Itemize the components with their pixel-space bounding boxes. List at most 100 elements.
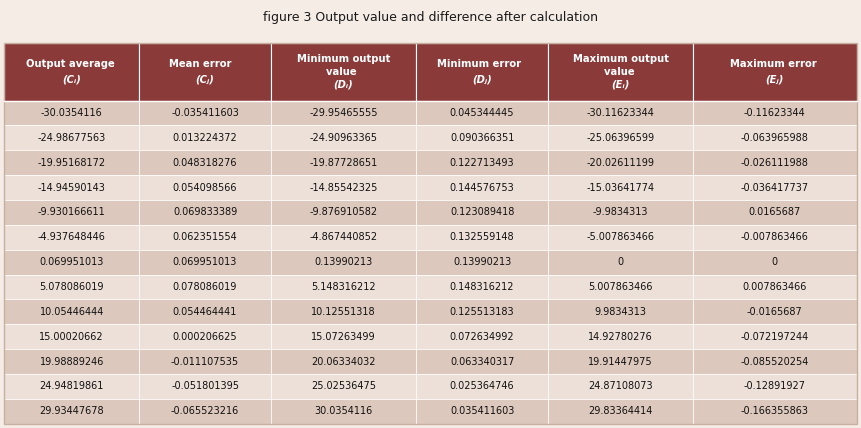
Text: 5.007863466: 5.007863466 <box>588 282 653 292</box>
Bar <box>271 374 416 399</box>
Bar <box>416 374 548 399</box>
Text: -15.03641774: -15.03641774 <box>586 183 654 193</box>
Bar <box>548 101 693 125</box>
Bar <box>416 300 548 324</box>
Bar <box>139 275 271 300</box>
Bar <box>139 300 271 324</box>
Text: 29.93447678: 29.93447678 <box>40 406 104 416</box>
Text: Output average: Output average <box>26 59 118 69</box>
Text: (Cᵢ): (Cᵢ) <box>62 74 81 84</box>
Text: 0.054098566: 0.054098566 <box>173 183 238 193</box>
Text: 5.148316212: 5.148316212 <box>311 282 376 292</box>
Bar <box>271 349 416 374</box>
Text: 24.94819861: 24.94819861 <box>40 381 104 392</box>
Bar <box>4 275 139 300</box>
Text: Minimum output: Minimum output <box>297 54 390 64</box>
Text: 0.0165687: 0.0165687 <box>749 208 801 217</box>
Text: -14.85542325: -14.85542325 <box>309 183 378 193</box>
Text: (Dᵢ): (Dᵢ) <box>334 80 353 89</box>
Text: -19.95168172: -19.95168172 <box>38 158 106 168</box>
Text: 19.98889246: 19.98889246 <box>40 357 104 366</box>
Bar <box>416 399 548 424</box>
Text: -5.007863466: -5.007863466 <box>586 232 654 242</box>
Bar <box>139 324 271 349</box>
Text: 0.144576753: 0.144576753 <box>449 183 514 193</box>
Text: 29.83364414: 29.83364414 <box>588 406 653 416</box>
Text: -0.026111988: -0.026111988 <box>741 158 808 168</box>
Bar <box>139 175 271 200</box>
Bar <box>548 275 693 300</box>
Bar <box>416 200 548 225</box>
Text: 0.122713493: 0.122713493 <box>449 158 514 168</box>
Bar <box>416 125 548 150</box>
Text: figure 3 Output value and difference after calculation: figure 3 Output value and difference aft… <box>263 11 598 24</box>
Text: value: value <box>604 67 638 77</box>
Text: -0.0165687: -0.0165687 <box>747 307 802 317</box>
Bar <box>416 324 548 349</box>
Bar <box>548 150 693 175</box>
Text: 0.123089418: 0.123089418 <box>450 208 514 217</box>
Bar <box>693 349 857 374</box>
Text: -0.035411603: -0.035411603 <box>171 108 239 118</box>
Text: 10.12551318: 10.12551318 <box>311 307 376 317</box>
Bar <box>271 101 416 125</box>
Bar <box>139 200 271 225</box>
Text: 25.02536475: 25.02536475 <box>311 381 376 392</box>
Bar <box>548 399 693 424</box>
Text: -14.94590143: -14.94590143 <box>38 183 106 193</box>
Text: 0.069951013: 0.069951013 <box>173 257 238 267</box>
Text: 10.05446444: 10.05446444 <box>40 307 104 317</box>
Text: -30.11623344: -30.11623344 <box>586 108 654 118</box>
Text: (Cⱼ): (Cⱼ) <box>195 74 214 84</box>
Text: Maximum error: Maximum error <box>730 59 820 69</box>
Text: 0.045344445: 0.045344445 <box>449 108 514 118</box>
Bar <box>693 399 857 424</box>
Bar <box>693 374 857 399</box>
Bar <box>548 175 693 200</box>
Bar <box>548 324 693 349</box>
Text: 30.0354116: 30.0354116 <box>314 406 373 416</box>
Bar <box>271 150 416 175</box>
Text: -25.06396599: -25.06396599 <box>586 133 654 143</box>
Text: (Eⱼ): (Eⱼ) <box>765 74 784 84</box>
Text: -9.876910582: -9.876910582 <box>309 208 378 217</box>
Bar <box>4 300 139 324</box>
Bar <box>4 175 139 200</box>
Bar <box>4 200 139 225</box>
Bar <box>693 300 857 324</box>
Bar <box>271 250 416 275</box>
Text: 0.078086019: 0.078086019 <box>173 282 238 292</box>
Bar <box>271 300 416 324</box>
Text: 0.13990213: 0.13990213 <box>453 257 511 267</box>
Text: (Dⱼ): (Dⱼ) <box>472 74 492 84</box>
Bar <box>139 101 271 125</box>
Text: (Eᵢ): (Eᵢ) <box>611 80 629 89</box>
Bar <box>548 125 693 150</box>
Text: 0.062351554: 0.062351554 <box>173 232 238 242</box>
Text: 0.007863466: 0.007863466 <box>743 282 807 292</box>
Bar <box>4 349 139 374</box>
Text: 9.9834313: 9.9834313 <box>595 307 647 317</box>
Text: -0.166355863: -0.166355863 <box>740 406 808 416</box>
Text: 0.132559148: 0.132559148 <box>449 232 514 242</box>
Text: -0.12891927: -0.12891927 <box>744 381 806 392</box>
Text: 24.87108073: 24.87108073 <box>588 381 653 392</box>
Bar <box>4 150 139 175</box>
Text: 5.078086019: 5.078086019 <box>40 282 104 292</box>
Text: -30.0354116: -30.0354116 <box>40 108 102 118</box>
Text: 15.07263499: 15.07263499 <box>311 332 376 342</box>
Text: -4.867440852: -4.867440852 <box>309 232 378 242</box>
Bar <box>548 349 693 374</box>
Text: -0.11623344: -0.11623344 <box>744 108 806 118</box>
Bar <box>271 200 416 225</box>
Text: -19.87728651: -19.87728651 <box>309 158 378 168</box>
Bar <box>4 250 139 275</box>
Text: 0.025364746: 0.025364746 <box>449 381 514 392</box>
Bar <box>693 101 857 125</box>
Text: Minimum error: Minimum error <box>437 59 528 69</box>
Text: 15.00020662: 15.00020662 <box>40 332 104 342</box>
Bar <box>139 250 271 275</box>
Bar <box>271 225 416 250</box>
Text: -0.007863466: -0.007863466 <box>741 232 808 242</box>
Bar <box>271 175 416 200</box>
